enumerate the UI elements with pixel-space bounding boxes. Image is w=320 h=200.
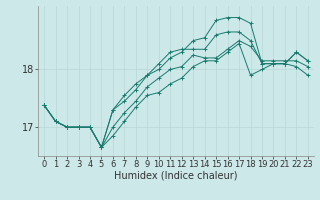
X-axis label: Humidex (Indice chaleur): Humidex (Indice chaleur)	[114, 171, 238, 181]
